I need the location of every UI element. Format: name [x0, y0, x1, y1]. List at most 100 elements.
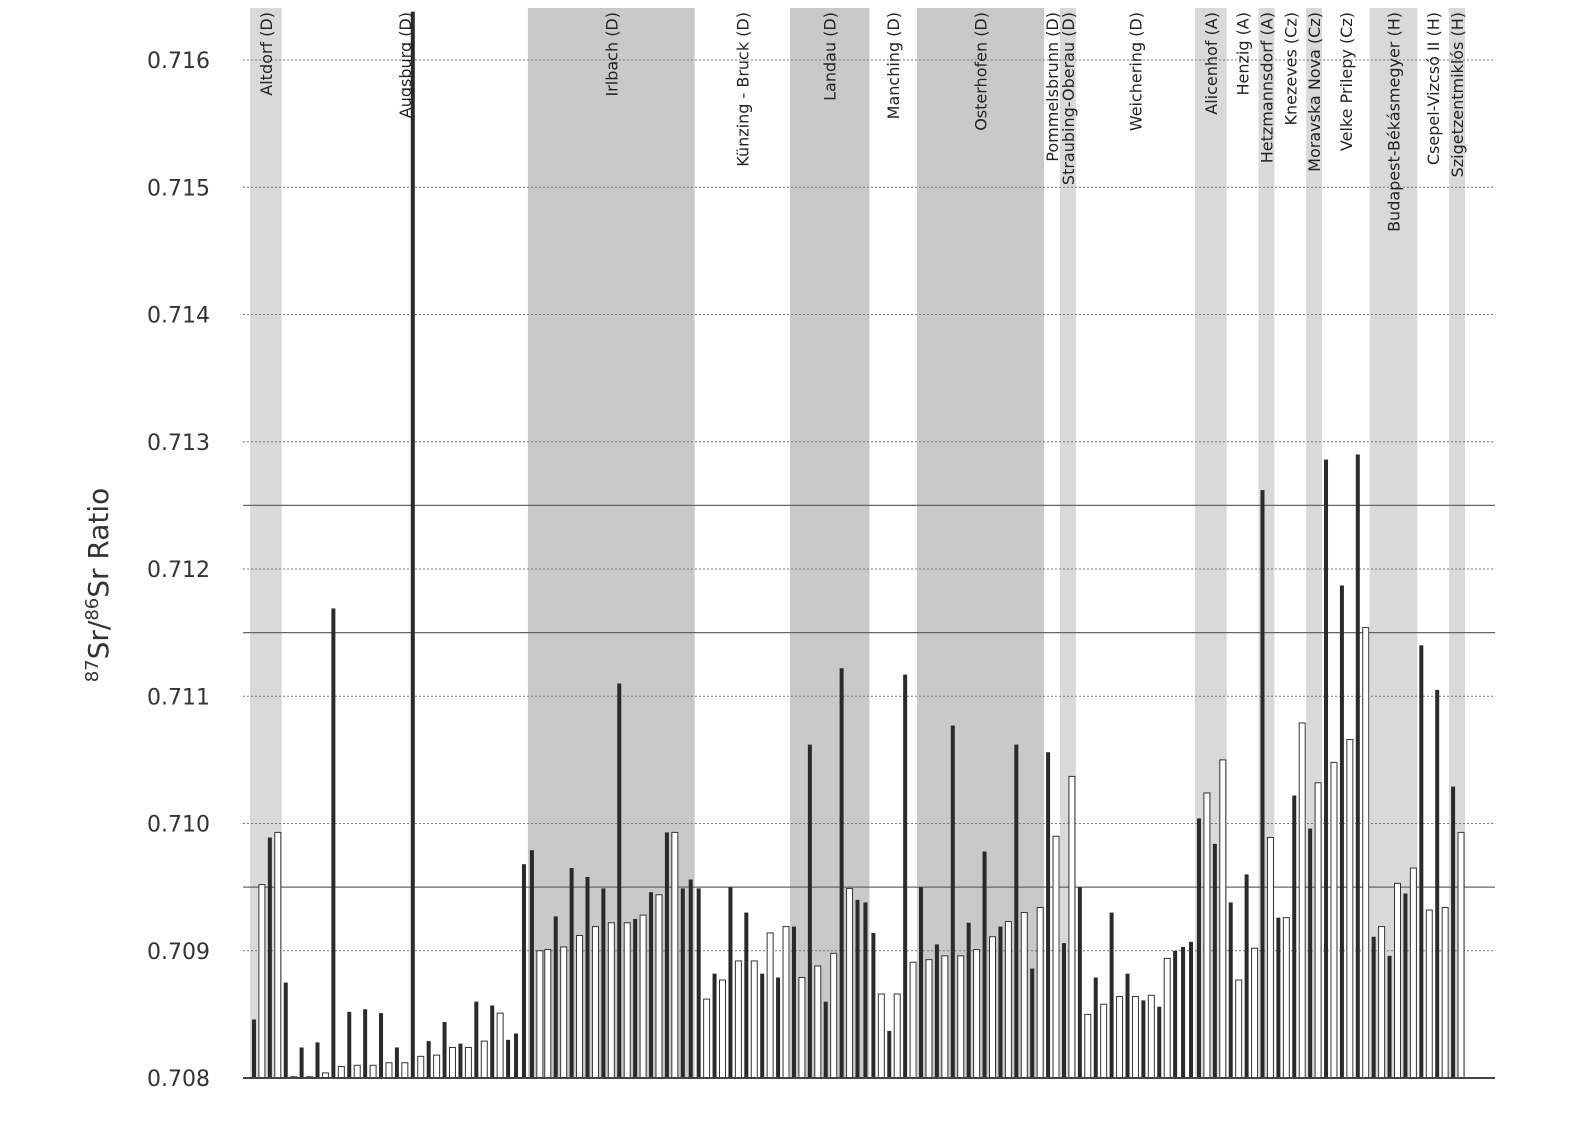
bar-light [1362, 627, 1370, 1079]
bar-light [1314, 782, 1322, 1079]
bar-light [385, 1062, 393, 1079]
bar-dark [506, 1039, 511, 1078]
bar-dark [950, 725, 955, 1078]
bar-dark [1125, 973, 1130, 1078]
bar-dark [474, 1001, 479, 1078]
bar-light [480, 1040, 488, 1079]
bar-dark [514, 1033, 519, 1078]
bar-dark [363, 1009, 368, 1078]
site-label: Manching (D) [884, 12, 903, 119]
bar-dark [1189, 941, 1194, 1078]
bar-dark [331, 608, 336, 1078]
bar-light [1147, 994, 1155, 1079]
bar-dark [680, 888, 685, 1078]
bar-light [496, 1012, 504, 1079]
bar-dark [458, 1043, 463, 1078]
bar-dark [490, 1005, 495, 1078]
site-label: Velke Prilepy (Cz) [1337, 12, 1356, 151]
bar-dark [1355, 454, 1360, 1079]
bar-light [544, 948, 552, 1079]
bar-dark [1109, 912, 1114, 1078]
bar-dark [1308, 828, 1313, 1078]
bar-light [1298, 722, 1306, 1079]
bar-dark [791, 926, 796, 1078]
bar-dark [1244, 874, 1249, 1078]
bar-light [607, 922, 615, 1079]
bar-dark [1419, 645, 1424, 1078]
bar-light [734, 960, 742, 1079]
site-label: Szigetzentmiklós (H) [1448, 12, 1467, 177]
bar-dark [347, 1011, 352, 1078]
bar-light [1004, 920, 1012, 1079]
site-labels: Altdorf (D) Augsburg (D) Irlbach (D) Künzin… [257, 12, 1467, 232]
site-shade [1369, 8, 1418, 1078]
site-label: Irlbach (D) [602, 12, 621, 97]
bar-light [1251, 947, 1259, 1079]
bar-light [401, 1062, 409, 1079]
bar-dark [1451, 786, 1456, 1078]
y-tick-label: 0.711 [147, 685, 210, 710]
bar-light [814, 965, 822, 1079]
bar-dark [267, 837, 272, 1078]
site-label: Künzing - Bruck (D) [733, 12, 752, 167]
bar-light [1203, 792, 1211, 1079]
bar-light [369, 1064, 377, 1079]
bar-dark [982, 851, 987, 1078]
bar-dark [1173, 950, 1178, 1078]
bar-light [1068, 775, 1076, 1079]
bar-dark [1371, 936, 1376, 1078]
bar-light [909, 961, 917, 1079]
site-label: Pommelsbrunn (D) [1043, 12, 1062, 162]
bar-light [846, 887, 854, 1079]
bar-light [1100, 1003, 1108, 1079]
bar-dark [776, 977, 781, 1078]
bar-light [1131, 996, 1139, 1079]
bar-light [1036, 906, 1044, 1079]
bar-dark [1141, 1000, 1146, 1078]
bar-dark [1435, 689, 1440, 1078]
bar-light [798, 976, 806, 1079]
bar-dark [863, 902, 868, 1078]
bar-dark [521, 864, 526, 1078]
bar-dark [1339, 585, 1344, 1078]
site-label: Weichering (D) [1126, 12, 1145, 131]
y-tick-labels: 0.708 0.709 0.710 0.711 0.712 0.713 0.714 0.715… [147, 49, 210, 1092]
bar-light [1378, 926, 1386, 1079]
bar-light [703, 998, 711, 1079]
bar-dark [1324, 459, 1329, 1078]
site-label: Landau (D) [821, 12, 840, 101]
y-tick-label: 0.708 [147, 1067, 210, 1092]
bar-dark [839, 668, 844, 1078]
bar-light [925, 959, 933, 1079]
bar-light [433, 1054, 441, 1079]
y-axis-label: 87Sr/86Sr Ratio [82, 488, 115, 683]
site-shading [250, 8, 1465, 1078]
y-tick-label: 0.710 [147, 813, 210, 838]
site-label: Csepel-Vizcsó II (H) [1424, 12, 1443, 165]
bar-dark [553, 916, 558, 1078]
bar-dark [760, 973, 765, 1078]
bar-dark [919, 887, 924, 1078]
bar-dark [1212, 843, 1217, 1078]
site-label: Alicenhof (A) [1202, 12, 1221, 115]
bar-light [1394, 882, 1401, 1079]
bar-light [1116, 996, 1124, 1079]
bar-light [893, 993, 901, 1079]
site-label: Altdorf (D) [257, 12, 276, 96]
site-label: Straubing-Oberau (D) [1059, 12, 1078, 185]
bar-light [1425, 909, 1433, 1079]
bar-light [877, 993, 885, 1079]
bar-dark [887, 1030, 892, 1078]
y-tick-label: 0.713 [147, 431, 210, 456]
bar-light [830, 952, 838, 1079]
bar-dark [855, 899, 860, 1078]
bar-dark [1030, 968, 1035, 1078]
bar-light [1163, 957, 1171, 1079]
bar-light [941, 955, 949, 1079]
bar-light [1266, 836, 1274, 1079]
bar-dark [1276, 917, 1281, 1078]
bar-light [719, 979, 726, 1079]
bar-light [623, 922, 631, 1079]
bar-light [1052, 835, 1060, 1079]
